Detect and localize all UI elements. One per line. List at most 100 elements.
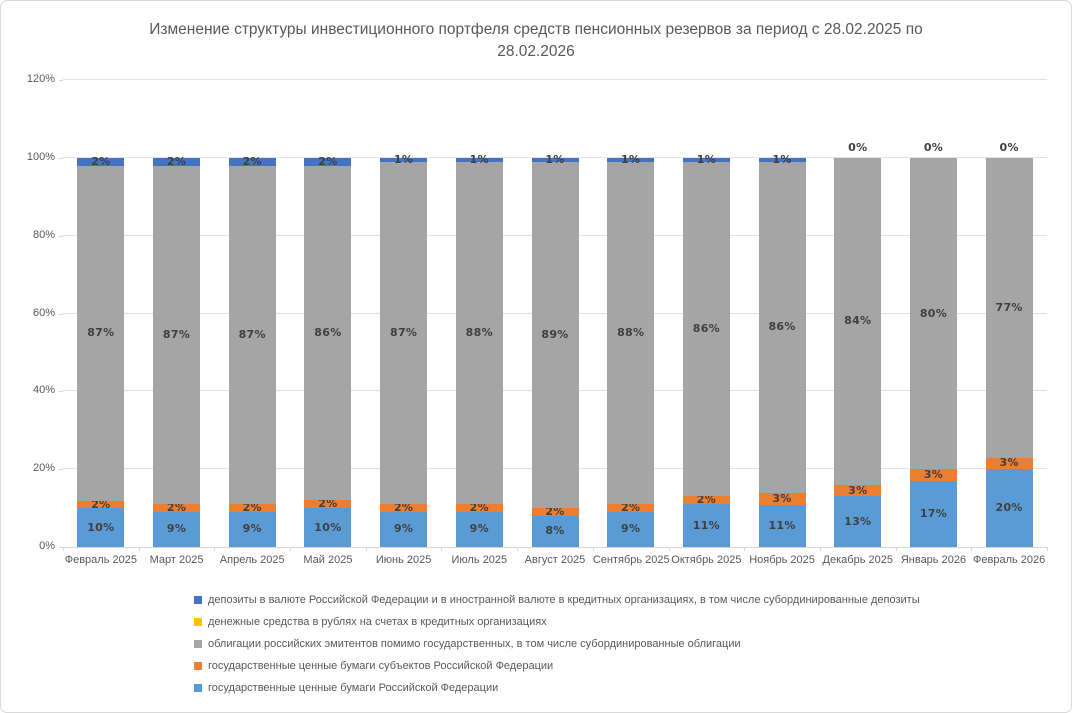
x-axis-tick-mark [1047, 547, 1048, 551]
x-axis-category-label: Февраль 2026 [973, 554, 1046, 566]
gridline [63, 79, 1047, 80]
y-axis-tick-label: 20% [32, 462, 55, 475]
y-axis-tick-label: 40% [32, 384, 55, 397]
y-axis-tick-label: 100% [26, 150, 55, 163]
bar-segment [985, 469, 1033, 547]
bar-segment [758, 504, 806, 547]
y-axis-tick-label: 80% [32, 228, 55, 241]
x-axis-tick-mark [592, 547, 594, 551]
y-axis-tick-mark [59, 313, 63, 315]
bar-segment [682, 157, 730, 162]
bar-segment [834, 496, 882, 547]
x-axis-category-label: Февраль 2025 [64, 554, 137, 566]
x-axis-tick-mark [668, 547, 670, 551]
bar-segment [304, 165, 352, 501]
legend-swatch-icon [194, 640, 202, 648]
legend-swatch-icon [194, 662, 202, 670]
bar-segment [455, 511, 503, 547]
legend-label: денежные средства в рублях на счетах в к… [208, 616, 547, 628]
chart-title: Изменение структуры инвестиционного порт… [149, 21, 923, 61]
bar-segment [304, 508, 352, 547]
legend-label: государственные ценные бумаги Российской… [208, 682, 499, 694]
gridline [63, 156, 1047, 158]
x-axis-tick-mark [517, 547, 519, 551]
bar-segment [77, 157, 125, 166]
x-axis-category-label: Декабрь 2025 [822, 554, 893, 566]
bar-segment [909, 469, 957, 481]
x-axis-category-label: Март 2025 [149, 554, 204, 566]
bar-segment [380, 161, 428, 504]
x-axis-tick-mark [214, 547, 216, 551]
legend-item: денежные средства в рублях на счетах в к… [194, 615, 920, 629]
y-axis-tick-label: 60% [32, 306, 55, 319]
legend-item: государственные ценные бумаги Российской… [194, 681, 920, 695]
bar-segment [607, 504, 655, 512]
bar-segment [834, 484, 882, 497]
y-axis-tick-mark [59, 80, 63, 81]
bar-segment [77, 500, 125, 509]
bar-segment [153, 504, 201, 512]
legend-label: облигации российских эмитентов помимо го… [208, 638, 741, 650]
legend-label: государственные ценные бумаги субъектов … [208, 660, 554, 672]
bar-segment [380, 157, 428, 162]
x-axis-category-label: Октябрь 2025 [671, 554, 742, 566]
bar-segment-label: 0% [923, 140, 944, 154]
x-axis: Февраль 2025 Март 2025 Апрель 2025 Май 2025… [63, 554, 1047, 570]
bar-segment [380, 503, 428, 512]
bar-segment [228, 504, 276, 512]
x-axis-category-label: Июнь 2025 [375, 554, 432, 566]
bar-segment [455, 157, 503, 162]
bar-segment [380, 511, 428, 547]
legend-label: депозиты в валюте Российской Федерации и… [208, 594, 920, 606]
x-axis-tick-mark [138, 547, 140, 551]
x-axis-category-label: Май 2025 [303, 554, 353, 566]
x-axis-category-label: Июль 2025 [451, 554, 508, 566]
bar-segment [455, 504, 503, 512]
bar-segment [985, 457, 1033, 470]
bar-segment [153, 165, 201, 505]
x-axis-tick-mark [365, 547, 367, 551]
x-axis-category-label: Август 2025 [524, 554, 586, 566]
bar-segment [834, 157, 882, 485]
y-axis-tick-label: 120% [26, 73, 55, 85]
gridline [63, 547, 1047, 548]
bar-segment [228, 165, 276, 505]
x-axis-tick-mark [63, 547, 64, 551]
x-axis-tick-mark [895, 547, 897, 551]
y-axis-tick-mark [59, 547, 63, 548]
y-axis-tick-mark [59, 157, 63, 159]
bar-segment [607, 511, 655, 547]
bar-segment-label: 0% [999, 140, 1019, 154]
x-axis-tick-mark [744, 547, 746, 551]
y-axis-tick-mark [59, 235, 63, 237]
bar-segment [531, 508, 579, 516]
bar-segment [77, 508, 125, 547]
x-axis-category-label: Апрель 2025 [219, 554, 285, 566]
x-axis-category-label: Ноябрь 2025 [749, 554, 815, 566]
y-axis-tick-mark [59, 469, 63, 471]
bar-segment [304, 157, 352, 166]
bar-segment [228, 157, 276, 166]
x-axis-category-label: Сентябрь 2025 [592, 554, 670, 566]
y-axis-tick-mark [59, 391, 63, 393]
bar-segment [682, 161, 730, 497]
bar-segment [77, 165, 125, 501]
legend-swatch-icon [194, 596, 202, 604]
bar-segment [758, 493, 806, 505]
legend-item: облигации российских эмитентов помимо го… [194, 637, 920, 651]
y-axis-tick-label: 0% [39, 540, 55, 552]
bar-segment [909, 157, 957, 470]
plot-area: 10% 2% 87% 2% 9% 2% 87% 2% 9% 2% 87% 2% 10% 2% 86% 2% 9%… [63, 79, 1048, 551]
bar-segment [909, 480, 957, 547]
bar-segment [153, 511, 201, 547]
bar-segment-label: 0% [848, 140, 868, 154]
legend-swatch-icon [194, 618, 202, 626]
bar-segment [531, 157, 579, 162]
legend-swatch-icon [194, 684, 202, 692]
bar-segment [985, 157, 1033, 458]
bar-segment [758, 157, 806, 162]
legend: депозиты в валюте Российской Федерации и… [194, 593, 920, 703]
legend-item: государственные ценные бумаги субъектов … [194, 659, 920, 673]
x-axis-category-label: Январь 2026 [900, 554, 967, 566]
